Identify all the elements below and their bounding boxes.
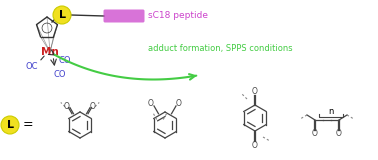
Text: =: = [23,119,33,132]
Text: O: O [176,100,182,108]
Text: CO: CO [54,69,66,79]
Text: adduct formation, SPPS conditions: adduct formation, SPPS conditions [148,44,292,52]
Text: OC: OC [26,61,38,71]
Text: n: n [328,108,334,116]
Text: O: O [90,102,96,111]
Text: O: O [252,87,258,96]
Text: O: O [64,102,70,111]
Text: O: O [312,129,318,139]
Circle shape [1,116,19,134]
Text: O: O [148,100,154,108]
Text: O: O [336,129,342,139]
Text: L: L [6,120,14,130]
FancyBboxPatch shape [104,9,144,23]
Text: CO: CO [59,56,71,64]
Text: sC18 peptide: sC18 peptide [148,11,208,20]
Text: L: L [59,10,65,20]
Text: Mn: Mn [41,47,59,57]
Circle shape [53,6,71,24]
Text: O: O [252,140,258,149]
